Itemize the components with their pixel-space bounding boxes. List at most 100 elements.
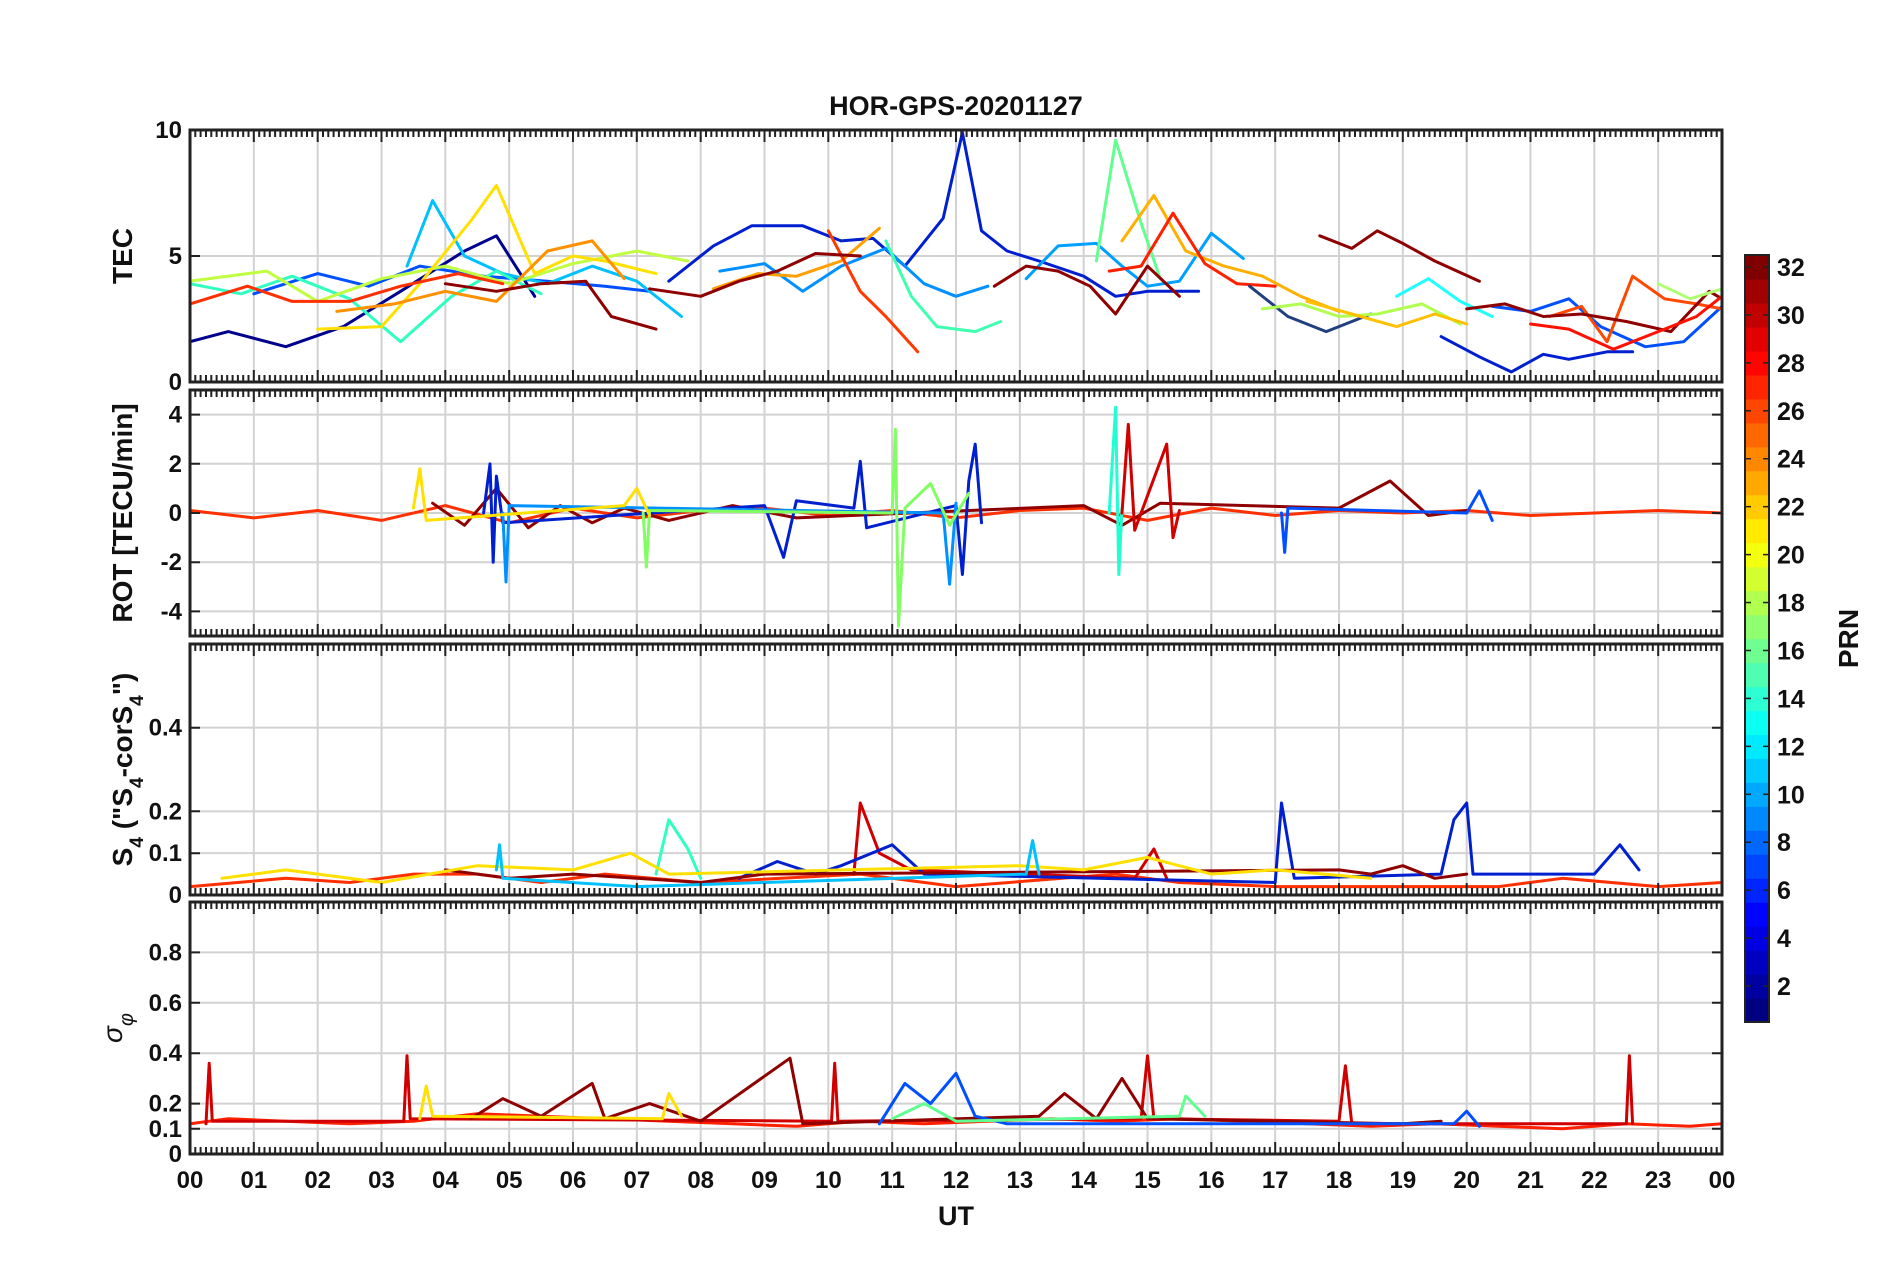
series-line (190, 872, 1722, 889)
x-tick-label: 00 (177, 1167, 204, 1194)
series-line (877, 1071, 1481, 1128)
colorbar-segment (1745, 614, 1769, 640)
x-tick-label: 23 (1645, 1167, 1672, 1194)
series-line (992, 264, 1181, 316)
x-tick-label: 10 (815, 1167, 842, 1194)
x-tick-label: 09 (751, 1167, 778, 1194)
axes-frame (188, 388, 1724, 638)
series-line (890, 1094, 1207, 1123)
series-line (852, 801, 1169, 880)
y-tick-label: 0.1 (149, 1116, 182, 1143)
x-axis: 00 01 02 03 04 05 06 07 08 09 10 11 12 13 14 15 16 17 18 19… (177, 1167, 1736, 1194)
colorbar-tick-label: 8 (1777, 829, 1791, 857)
series-line (667, 131, 1201, 298)
x-tick-label: 19 (1389, 1167, 1416, 1194)
series-line (1107, 405, 1124, 576)
series-line (884, 239, 1003, 334)
series-line (1024, 231, 1245, 288)
series-line (335, 239, 626, 313)
colorbar-segment (1745, 902, 1769, 927)
series-line (482, 442, 983, 576)
x-tick-label: 22 (1581, 1167, 1608, 1194)
series-line (1120, 422, 1181, 540)
x-tick-label: 08 (687, 1167, 714, 1194)
colorbar-segment (1745, 950, 1769, 975)
series-line (316, 183, 658, 331)
y-axis-label: S4 ("S4-corS4") (107, 673, 148, 867)
x-tick-label: 02 (304, 1167, 331, 1194)
x-tick-label: 00 (1709, 1167, 1736, 1194)
series-line (648, 252, 862, 298)
series-line (1395, 277, 1494, 318)
series-line (418, 1084, 683, 1121)
y-ticks (190, 413, 1722, 613)
colorbar-segment (1745, 518, 1769, 544)
colorbar-tick-label: 24 (1777, 446, 1805, 474)
x-tick-label: 12 (943, 1167, 970, 1194)
series-line (1439, 335, 1635, 374)
series-line (220, 851, 1373, 884)
series-line (1248, 284, 1373, 334)
axes-frame (188, 642, 1724, 897)
colorbar-tick-label: 20 (1777, 542, 1805, 570)
series-line (1465, 289, 1722, 334)
panel-s4: 0 0.1 0.2 0.4S4 ("S4-corS4") (107, 642, 1724, 909)
series-line (190, 249, 690, 303)
colorbar-frame (1744, 254, 1770, 1023)
colorbar-tick-label: 16 (1777, 637, 1805, 665)
series-line (443, 864, 1469, 884)
y-tick-label: 2 (169, 451, 182, 478)
colorbar-label: PRN (1833, 609, 1864, 668)
y-tick-label: 0 (169, 500, 182, 527)
axes-frame (188, 128, 1724, 384)
series-line (431, 479, 1469, 530)
colorbar-segment (1745, 326, 1769, 352)
series-line (826, 229, 920, 354)
series-line (252, 264, 652, 296)
colorbar-tick-label: 18 (1777, 590, 1805, 618)
x-tick-label: 21 (1517, 1167, 1544, 1194)
colorbar-tick-label: 32 (1777, 254, 1805, 282)
series-line (190, 234, 537, 349)
x-tick-label: 03 (368, 1167, 395, 1194)
colorbar-tick-label: 4 (1777, 925, 1791, 953)
chart-title: HOR-GPS-20201127 (829, 91, 1083, 121)
colorbar-segment (1745, 278, 1769, 304)
panel-rot: -4 -2 0 2 4 ROT [TECU/min] (107, 388, 1724, 638)
series-line (718, 246, 990, 298)
series-line (1094, 138, 1162, 281)
series-line (1656, 282, 1722, 301)
y-tick-label: 5 (169, 243, 182, 270)
y-tick-label: 0.1 (149, 840, 182, 867)
series-line (1305, 299, 1469, 329)
x-tick-label: 07 (623, 1167, 650, 1194)
x-tick-label: 17 (1262, 1167, 1289, 1194)
y-axis-label: TEC (107, 228, 138, 284)
colorbar-tick-label: 22 (1777, 494, 1805, 522)
colorbar-tick-label: 2 (1777, 973, 1791, 1001)
series-line (501, 501, 958, 586)
y-tick-label: 0.2 (149, 1091, 182, 1118)
x-axis-label: UT (938, 1201, 974, 1231)
y-axis-label: ROT [TECU/min] (107, 403, 138, 622)
colorbar-tick-label: 12 (1777, 733, 1805, 761)
colorbar-segment (1745, 998, 1769, 1023)
colorbar-tick-label: 28 (1777, 350, 1805, 378)
series-line (1318, 229, 1481, 283)
series-line (654, 818, 703, 880)
panel-tec: 0 5 10 TEC (107, 117, 1724, 396)
colorbar-tick-label: 10 (1777, 781, 1805, 809)
colorbar-segment (1745, 662, 1769, 688)
series-line (190, 272, 505, 306)
y-tick-label: 0.6 (149, 990, 182, 1017)
x-tick-label: 15 (1134, 1167, 1161, 1194)
series-line (641, 427, 971, 628)
colorbar-segment (1745, 470, 1769, 496)
x-tick-label: 14 (1070, 1167, 1097, 1194)
x-tick-label: 11 (879, 1167, 904, 1194)
colorbar-segment (1745, 566, 1769, 592)
colorbar-tick-label: 30 (1777, 302, 1805, 330)
y-tick-label: 0 (169, 1141, 182, 1168)
